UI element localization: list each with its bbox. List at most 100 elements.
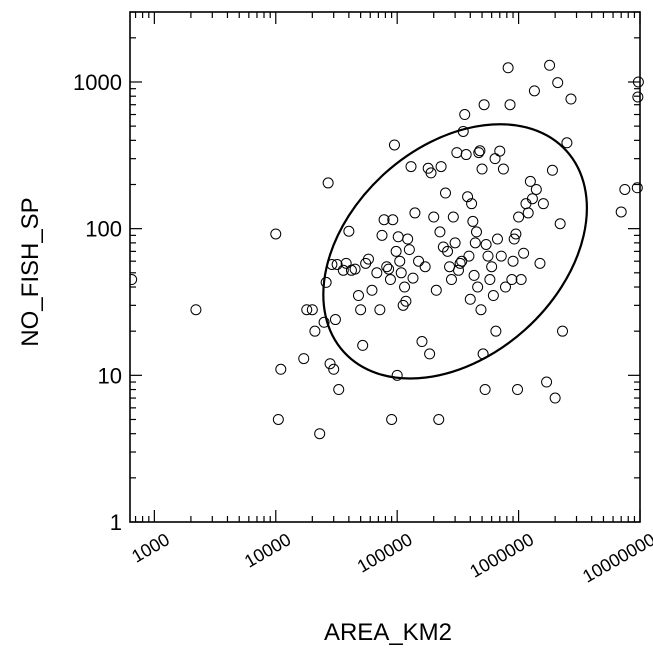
data-point xyxy=(324,358,336,370)
data-point xyxy=(298,353,310,365)
data-point xyxy=(491,233,503,245)
y-tick-label: 1000 xyxy=(73,70,122,95)
data-point xyxy=(508,233,520,245)
data-point xyxy=(387,214,399,226)
data-point xyxy=(275,363,287,375)
data-point xyxy=(482,250,494,262)
data-point xyxy=(405,161,417,173)
data-point xyxy=(615,206,627,218)
data-point xyxy=(457,125,469,137)
data-point xyxy=(352,290,364,302)
data-point xyxy=(384,274,396,286)
plot-area: 1 10 100 1000 1000 10000 100000 1000000 10000000 xyxy=(73,11,653,587)
data-point xyxy=(378,214,390,226)
data-point xyxy=(437,241,449,253)
data-point xyxy=(391,369,403,381)
data-point xyxy=(512,384,524,396)
data-point xyxy=(314,428,326,440)
data-point xyxy=(374,304,386,316)
data-point xyxy=(534,257,546,269)
data-point xyxy=(486,261,498,273)
data-point xyxy=(190,304,202,316)
data-point xyxy=(433,413,445,425)
data-point xyxy=(476,163,488,175)
plot-frame xyxy=(129,11,641,523)
confidence-ellipse xyxy=(322,123,588,380)
data-point xyxy=(484,274,496,286)
data-point xyxy=(371,267,383,279)
data-point xyxy=(552,77,564,89)
data-point xyxy=(388,139,400,151)
data-point xyxy=(526,193,538,205)
data-point xyxy=(506,274,518,286)
data-point xyxy=(473,147,485,159)
data-point xyxy=(419,261,431,273)
data-point xyxy=(480,238,492,250)
data-point xyxy=(349,263,361,275)
y-tick-label: 100 xyxy=(85,217,122,242)
data-point xyxy=(528,85,540,97)
data-point xyxy=(272,413,284,425)
y-tick-label: 10 xyxy=(98,363,122,388)
data-point xyxy=(424,348,436,360)
data-point xyxy=(453,264,465,276)
data-point xyxy=(524,175,536,187)
data-point xyxy=(462,191,474,203)
data-point xyxy=(442,245,454,257)
data-point xyxy=(454,257,466,269)
data-point xyxy=(477,348,489,360)
data-point xyxy=(270,228,282,240)
data-point xyxy=(407,272,419,284)
data-point xyxy=(326,258,338,270)
data-point xyxy=(355,304,367,316)
data-point xyxy=(490,325,502,337)
data-point xyxy=(463,250,475,262)
data-point xyxy=(468,269,480,281)
data-point xyxy=(515,274,527,286)
data-point xyxy=(447,211,459,223)
x-tick-label: 1000 xyxy=(128,529,173,566)
data-point xyxy=(399,281,411,293)
data-point xyxy=(479,384,491,396)
data-point xyxy=(383,263,395,275)
data-point xyxy=(403,244,415,256)
data-point xyxy=(510,228,522,240)
data-point xyxy=(320,276,332,288)
data-point xyxy=(537,198,549,210)
data-point xyxy=(554,218,566,230)
data-point xyxy=(430,284,442,296)
data-point xyxy=(381,261,393,273)
data-point xyxy=(513,211,525,223)
data-point xyxy=(474,145,486,157)
data-point xyxy=(318,316,330,328)
data-point xyxy=(362,253,374,265)
x-axis-label: AREA_KM2 xyxy=(324,619,452,646)
data-point xyxy=(504,99,516,111)
data-point xyxy=(409,207,421,219)
data-point xyxy=(470,226,482,238)
data-point xyxy=(497,163,509,175)
data-point xyxy=(478,99,490,111)
data-point xyxy=(565,93,577,105)
data-point xyxy=(449,237,461,249)
data-point xyxy=(357,339,369,351)
data-point xyxy=(343,225,355,237)
data-point xyxy=(557,325,569,337)
data-point xyxy=(445,274,457,286)
data-point xyxy=(337,264,349,276)
x-tick-label: 1000000 xyxy=(466,529,537,581)
data-point xyxy=(329,314,341,326)
y-axis-label: NO_FISH_SP xyxy=(17,197,44,346)
points-group xyxy=(130,59,644,440)
data-point xyxy=(328,363,340,375)
y-tick-label: 1 xyxy=(110,510,122,535)
data-point xyxy=(340,257,352,269)
data-point xyxy=(495,250,507,262)
data-point xyxy=(499,281,511,293)
data-point xyxy=(435,161,447,173)
data-point xyxy=(518,247,530,259)
data-point xyxy=(400,295,412,307)
data-point xyxy=(459,109,471,121)
